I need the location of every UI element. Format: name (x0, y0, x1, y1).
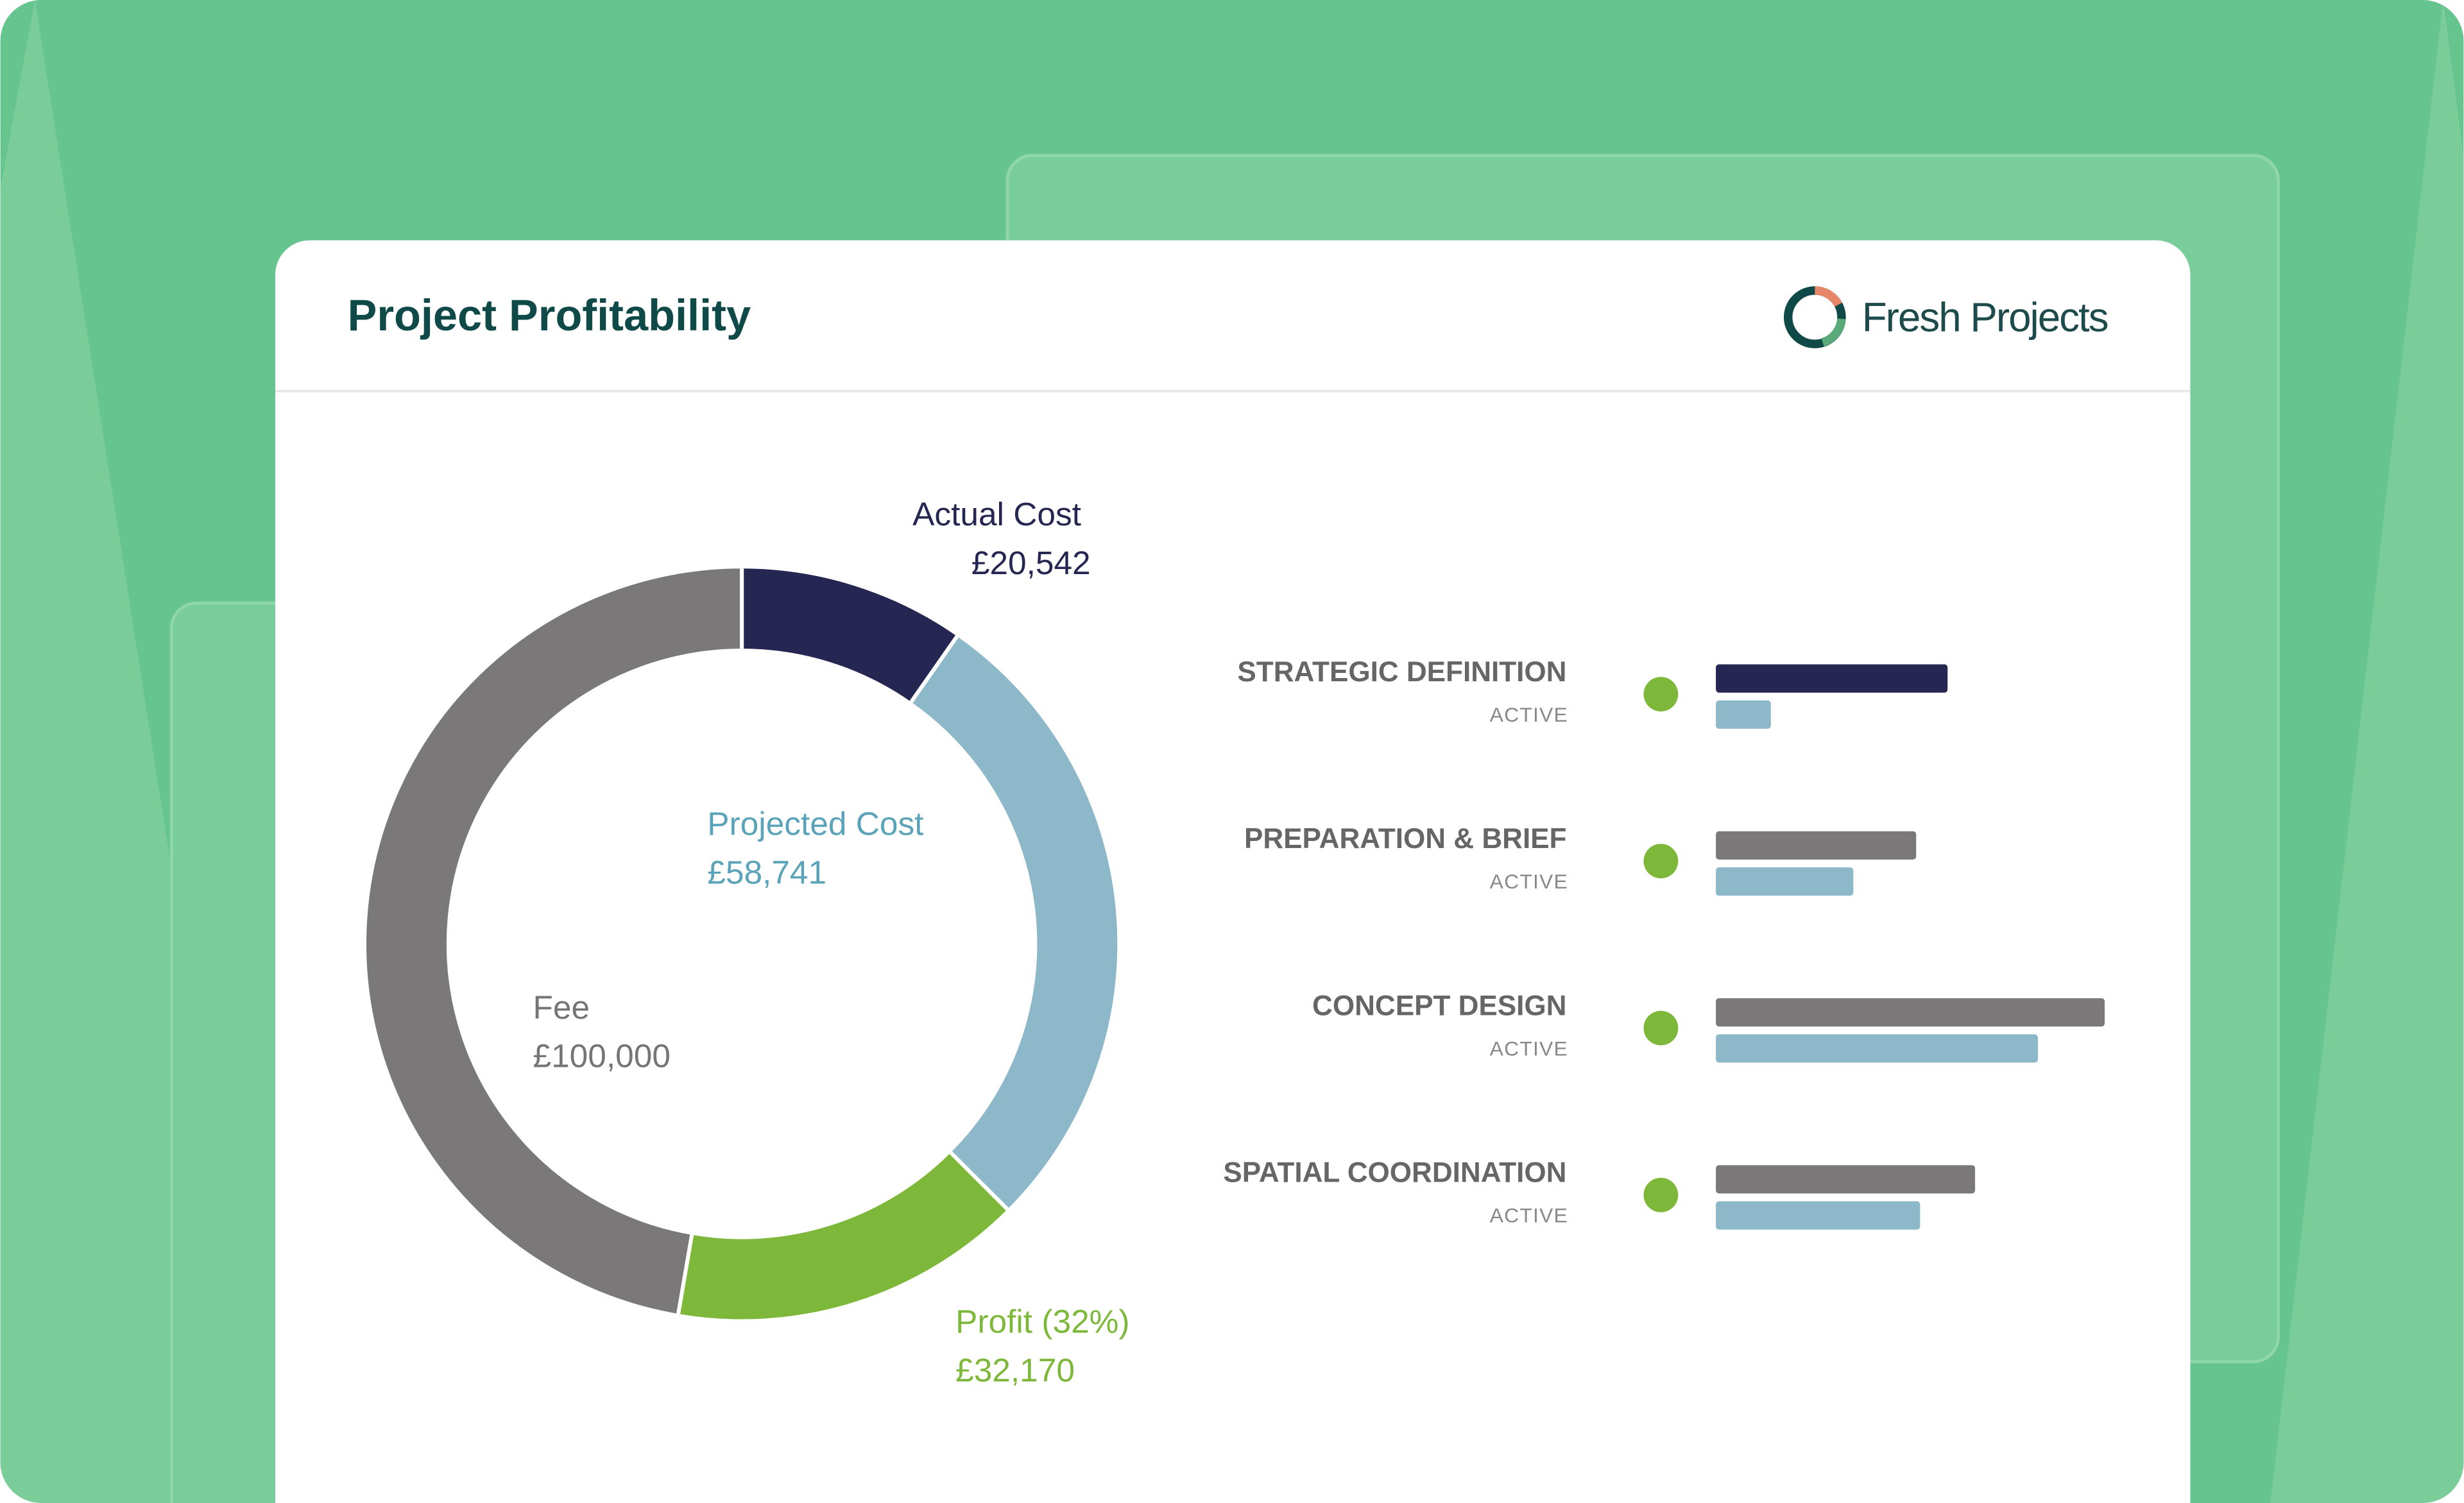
donut-label: Projected Cost (707, 804, 923, 842)
donut-label: Actual Cost (912, 495, 1081, 532)
phase-name: SPATIAL COORDINATION (1223, 1157, 1566, 1189)
donut-segment (678, 1152, 1008, 1320)
donut-value-label: £20,542 (971, 544, 1091, 581)
phase-bar (1716, 867, 1854, 896)
donut-label: Fee (533, 989, 590, 1026)
status-dot (1643, 1177, 1679, 1212)
logo-text: Fresh Projects (1862, 294, 2108, 340)
bg-shape (0, 0, 173, 1503)
phase-status: ACTIVE (1490, 1204, 1568, 1227)
phase-bar (1716, 1165, 1976, 1194)
logo: Fresh Projects (1783, 286, 2109, 348)
phase-status: ACTIVE (1490, 1037, 1568, 1060)
status-dot (1643, 844, 1679, 879)
segment-gap (949, 1151, 1009, 1211)
segment-gap (909, 635, 959, 704)
phase-name: CONCEPT DESIGN (1312, 990, 1566, 1021)
status-dot (1643, 677, 1679, 712)
status-dot (1643, 1010, 1679, 1046)
logo-ring (1814, 286, 1842, 307)
phase-bar (1716, 700, 1771, 729)
donut-segment (741, 568, 957, 702)
donut-value-label: £100,000 (533, 1037, 671, 1074)
phase-bar (1716, 1034, 2038, 1063)
phase-name: PREPARATION & BRIEF (1244, 823, 1566, 854)
logo-ring (1821, 318, 1846, 347)
donut-value-label: £32,170 (955, 1351, 1075, 1388)
phase-status: ACTIVE (1490, 703, 1568, 726)
phase-bar (1716, 831, 1917, 860)
donut-segment (366, 568, 742, 1314)
bg-shape (2270, 0, 2464, 1503)
card-title: Project Profitability (348, 291, 751, 340)
donut-value-label: £58,741 (707, 853, 826, 890)
phase-bar (1716, 664, 1948, 693)
phase-bar (1716, 1201, 1921, 1230)
donut-segment (911, 636, 1118, 1209)
phase-name: STRATEGIC DEFINITION (1237, 656, 1566, 688)
donut-label: Profit (32%) (955, 1302, 1129, 1339)
phase-status: ACTIVE (1490, 870, 1568, 893)
card (275, 240, 2191, 1503)
phase-bar (1716, 998, 2105, 1027)
segment-gap (676, 1234, 694, 1314)
